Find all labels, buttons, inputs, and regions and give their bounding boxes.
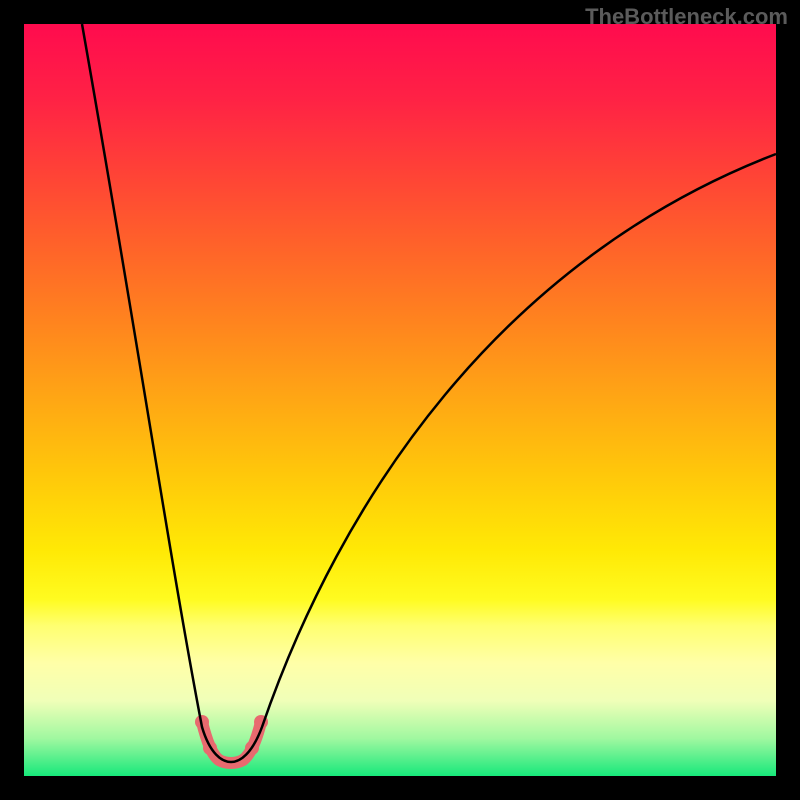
watermark-text: TheBottleneck.com — [585, 4, 788, 30]
chart-container: TheBottleneck.com — [0, 0, 800, 800]
bottleneck-curve-chart — [0, 0, 800, 800]
gradient-background — [24, 24, 776, 776]
